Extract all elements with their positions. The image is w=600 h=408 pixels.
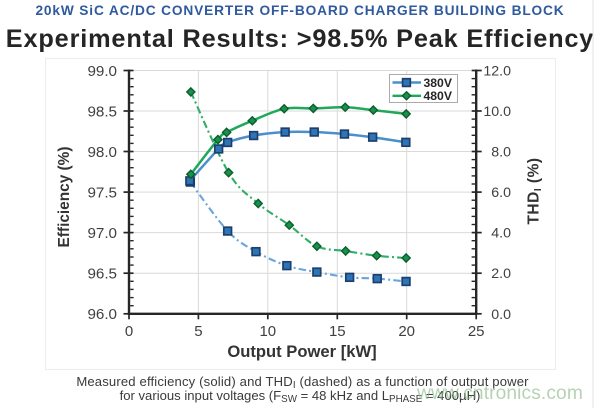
svg-text:THDI (%): THDI (%): [526, 157, 545, 224]
svg-text:10: 10: [259, 323, 276, 340]
svg-text:Output Power [kW]: Output Power [kW]: [227, 342, 376, 361]
svg-text:12.0: 12.0: [483, 64, 511, 80]
svg-text:10.0: 10.0: [483, 104, 511, 120]
svg-text:480V: 480V: [424, 89, 453, 103]
svg-text:15: 15: [329, 323, 346, 340]
svg-text:5: 5: [194, 323, 202, 340]
svg-text:97.0: 97.0: [87, 225, 117, 242]
svg-text:0: 0: [125, 323, 133, 340]
svg-text:0.0: 0.0: [491, 307, 511, 323]
svg-text:380V: 380V: [424, 76, 453, 90]
svg-text:97.5: 97.5: [87, 184, 117, 201]
svg-text:25: 25: [468, 323, 485, 340]
svg-text:99.0: 99.0: [87, 63, 117, 80]
svg-text:6.0: 6.0: [491, 185, 511, 201]
svg-text:98.0: 98.0: [87, 144, 117, 161]
svg-text:20: 20: [398, 323, 415, 340]
svg-text:8.0: 8.0: [491, 145, 511, 161]
svg-text:96.0: 96.0: [87, 306, 117, 323]
svg-text:98.5: 98.5: [87, 103, 117, 120]
svg-text:Efficiency (%): Efficiency (%): [56, 147, 73, 248]
svg-text:4.0: 4.0: [491, 226, 511, 242]
svg-text:2.0: 2.0: [491, 266, 511, 282]
svg-text:96.5: 96.5: [87, 266, 117, 283]
